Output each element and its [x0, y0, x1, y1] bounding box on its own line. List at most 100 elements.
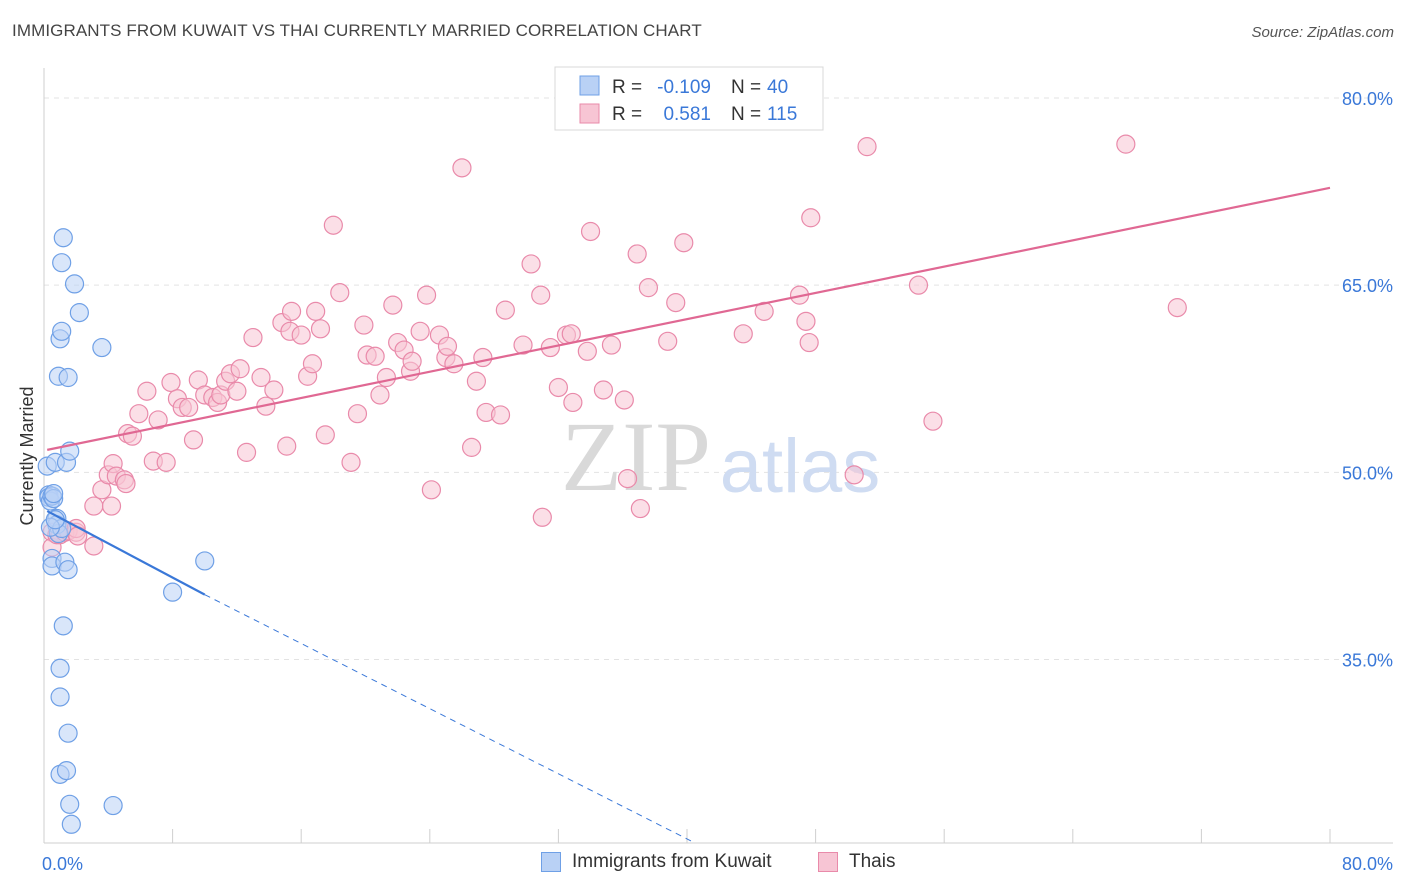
thais-point-9: [84, 496, 104, 516]
thais-point-70: [421, 480, 442, 500]
kuwait-point-30: [60, 794, 80, 814]
kuwait-point-36: [163, 582, 183, 602]
thais-point-19: [122, 426, 143, 446]
legend-n-label-thais: N =: [731, 104, 761, 125]
thais-point-95: [614, 390, 634, 410]
thais-point-94: [601, 335, 622, 355]
legend-n-label-kuwait: N =: [731, 77, 761, 98]
thais-point-41: [251, 367, 271, 388]
legend-item-kuwait[interactable]: Immigrants from Kuwait: [541, 851, 772, 873]
legend-swatch-kuwait-bottom: [541, 852, 561, 872]
kuwait-point-8: [44, 483, 64, 504]
thais-point-21: [137, 381, 157, 401]
thais-point-82: [513, 335, 533, 355]
thais-point-45: [277, 436, 297, 456]
thais-point-102: [674, 233, 694, 253]
trend-lines: [46, 186, 1331, 844]
thais-point-77: [466, 371, 487, 391]
thais-point-76: [461, 437, 482, 457]
thais-point-57: [347, 404, 368, 424]
legend-n-value-kuwait: 40: [767, 77, 788, 98]
thais-point-28: [179, 397, 199, 418]
legend-item-thais[interactable]: Thais: [818, 851, 895, 873]
thais-point-56: [341, 452, 361, 472]
chart-title: IMMIGRANTS FROM KUWAIT VS THAI CURRENTLY…: [12, 21, 702, 40]
thais-point-48: [291, 325, 311, 345]
kuwait-point-16: [50, 687, 70, 707]
thais-point-13: [101, 496, 122, 516]
thais-point-93: [593, 380, 614, 400]
kuwait-point-21: [53, 228, 73, 248]
thais-point-62: [376, 367, 396, 388]
y-tick-label-0: 35.0%: [1342, 651, 1393, 671]
thais-point-20: [129, 404, 149, 424]
x-ticks: [43, 829, 1331, 843]
kuwait-point-31: [61, 814, 81, 834]
thais-point-52: [310, 319, 331, 339]
thais-point-109: [844, 465, 864, 485]
thais-trend-line: [46, 186, 1331, 451]
thais-point-98: [630, 498, 650, 519]
thais-point-87: [548, 377, 569, 398]
thais-point-84: [531, 285, 551, 305]
thais-point-43: [264, 380, 284, 400]
legend-r-value-thais: 0.581: [663, 104, 711, 125]
y-tick-label-2: 65.0%: [1342, 276, 1393, 296]
thais-point-113: [1116, 134, 1136, 154]
thais-point-112: [923, 411, 943, 431]
thais-point-101: [666, 293, 686, 313]
kuwait-point-27: [58, 723, 78, 743]
thais-points: [42, 134, 1187, 557]
legend-label-kuwait: Immigrants from Kuwait: [572, 851, 772, 872]
thais-point-81: [495, 300, 515, 320]
thais-point-83: [521, 254, 541, 274]
kuwait-point-24: [56, 761, 77, 781]
thais-point-54: [323, 215, 343, 235]
thais-point-106: [796, 311, 816, 331]
legend-swatch-thais: [579, 103, 600, 124]
thais-point-114: [1167, 298, 1187, 318]
thais-point-99: [638, 278, 659, 298]
kuwait-point-26: [58, 367, 78, 388]
thais-point-91: [577, 341, 597, 361]
thais-point-110: [857, 137, 877, 157]
thais-point-107: [799, 332, 819, 353]
thais-point-55: [330, 283, 350, 303]
grid-lines: [44, 97, 1393, 661]
thais-point-38: [230, 359, 250, 379]
thais-point-97: [627, 244, 647, 264]
thais-point-51: [306, 301, 326, 321]
thais-point-40: [243, 327, 263, 348]
kuwait-point-18: [52, 321, 72, 341]
kuwait-point-15: [50, 658, 70, 678]
legend-r-label-kuwait: R =: [612, 77, 642, 98]
kuwait-point-32: [64, 274, 85, 294]
legend-r-value-kuwait: -0.109: [657, 77, 711, 98]
thais-point-100: [658, 331, 678, 351]
thais-point-50: [302, 354, 323, 374]
kuwait-trend-line: [46, 510, 206, 596]
thais-point-89: [561, 324, 581, 344]
thais-point-103: [733, 324, 753, 344]
y-tick-label-3: 80.0%: [1342, 89, 1393, 109]
thais-point-73: [437, 336, 458, 356]
thais-point-96: [617, 468, 638, 489]
kuwait-point-34: [92, 337, 112, 358]
thais-point-17: [116, 473, 136, 494]
thais-point-67: [402, 351, 422, 371]
y-axis-label: Currently Married: [17, 386, 37, 525]
thais-point-25: [161, 372, 181, 393]
thais-point-108: [801, 208, 821, 228]
thais-point-46: [281, 301, 302, 321]
thais-point-24: [156, 452, 176, 472]
kuwait-point-37: [195, 551, 215, 571]
legend-swatch-thais-bottom: [818, 852, 838, 872]
series-legend: Immigrants from Kuwait Thais: [0, 851, 1406, 877]
x-tick-labels: 0.0% 80.0%: [42, 854, 1393, 874]
thais-point-111: [908, 275, 929, 295]
thais-point-75: [452, 158, 472, 178]
thais-point-78: [473, 347, 493, 368]
kuwait-point-35: [103, 795, 123, 816]
thais-point-39: [236, 442, 257, 462]
kuwait-point-28: [58, 560, 78, 580]
